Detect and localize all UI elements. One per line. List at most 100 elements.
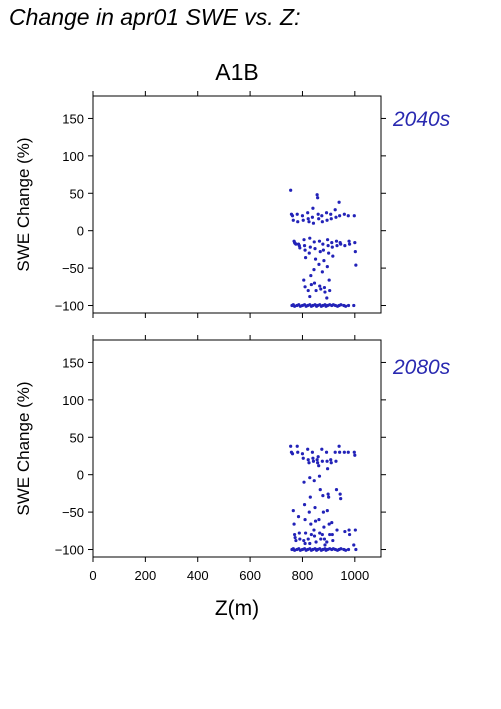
data-point <box>319 287 323 291</box>
data-point <box>339 497 343 501</box>
data-point <box>346 547 351 552</box>
data-point <box>343 529 347 534</box>
data-point <box>314 540 318 544</box>
y-tick-label: 50 <box>70 430 84 445</box>
panel-2040s: −100 −50 0 50 100 150 SWE Change (%) 2040s <box>14 91 451 318</box>
period-label: 2080s <box>392 356 451 379</box>
data-point <box>324 211 329 215</box>
data-point <box>318 284 322 288</box>
data-point <box>325 459 329 463</box>
data-point <box>309 282 313 287</box>
data-point <box>339 242 343 246</box>
data-point <box>290 214 295 218</box>
data-point <box>318 250 322 254</box>
data-point <box>307 251 311 255</box>
data-point <box>353 528 357 532</box>
data-point <box>347 528 351 532</box>
data-point <box>330 520 334 525</box>
data-point <box>313 257 318 261</box>
data-point <box>326 492 330 496</box>
data-point <box>313 247 317 251</box>
data-point <box>306 211 310 215</box>
data-point <box>321 510 325 514</box>
data-point <box>338 450 342 454</box>
data-point <box>297 531 301 535</box>
period-label: 2040s <box>392 108 451 131</box>
data-point <box>346 450 350 454</box>
data-point <box>325 540 329 544</box>
data-point <box>311 459 316 463</box>
data-point <box>322 259 326 263</box>
data-point <box>330 245 334 249</box>
x-tick-label: 600 <box>239 568 261 583</box>
data-point <box>300 214 305 218</box>
data-point <box>329 212 333 216</box>
data-point <box>322 525 326 529</box>
data-point <box>327 522 331 526</box>
x-axis-title: Z(m) <box>215 597 259 620</box>
data-point <box>325 467 330 471</box>
data-point <box>333 208 337 212</box>
data-point <box>295 444 299 448</box>
data-point <box>302 538 306 543</box>
data-point <box>298 246 302 250</box>
panel-2080s: −100 −50 0 50 100 150 SWE Change (%) 2080s <box>14 335 451 562</box>
data-point <box>325 238 330 242</box>
data-point <box>319 537 323 541</box>
data-point <box>354 263 358 267</box>
data-point <box>315 193 319 197</box>
data-point <box>317 517 321 522</box>
data-point <box>313 519 318 523</box>
data-point <box>347 239 351 243</box>
data-point <box>306 217 310 221</box>
data-point <box>325 296 329 300</box>
data-point <box>289 188 293 192</box>
data-point <box>296 220 300 224</box>
data-point <box>302 480 306 484</box>
data-point <box>308 236 312 240</box>
data-point <box>320 447 324 451</box>
data-point <box>302 503 307 507</box>
data-point <box>293 532 297 537</box>
data-point <box>308 294 312 299</box>
data-point <box>303 517 307 522</box>
data-point <box>306 537 310 541</box>
data-point <box>307 220 311 224</box>
data-point <box>333 450 337 454</box>
data-point <box>352 214 356 218</box>
y-tick-label: −50 <box>62 505 84 520</box>
data-point <box>325 265 329 269</box>
data-point <box>310 450 315 454</box>
data-point <box>317 464 321 468</box>
data-point <box>306 288 310 293</box>
x-tick-label: 400 <box>187 568 209 583</box>
data-point <box>322 537 327 541</box>
data-point <box>338 214 342 218</box>
data-point <box>294 242 298 246</box>
data-point <box>317 217 321 221</box>
y-tick-label: 150 <box>62 111 84 126</box>
data-point <box>311 206 315 210</box>
data-point <box>306 458 310 462</box>
data-point <box>303 531 308 535</box>
data-point <box>331 254 335 258</box>
scenario-label: A1B <box>215 59 258 85</box>
data-point <box>330 241 334 245</box>
data-point <box>331 538 335 543</box>
data-point <box>316 212 320 216</box>
data-point <box>293 535 297 540</box>
data-point <box>315 458 319 462</box>
plot-frame <box>92 95 382 314</box>
data-point <box>335 244 339 248</box>
figure-title: Change in apr01 SWE vs. Z: <box>9 4 301 30</box>
data-point <box>312 528 316 532</box>
data-point <box>321 242 325 246</box>
data-point <box>347 242 352 246</box>
data-point <box>308 541 312 546</box>
data-point <box>316 196 320 200</box>
y-tick-label: 50 <box>70 186 84 201</box>
data-point <box>324 450 329 454</box>
data-point <box>312 534 317 538</box>
data-point <box>343 244 347 248</box>
y-axis-title: SWE Change (%) <box>14 381 33 515</box>
